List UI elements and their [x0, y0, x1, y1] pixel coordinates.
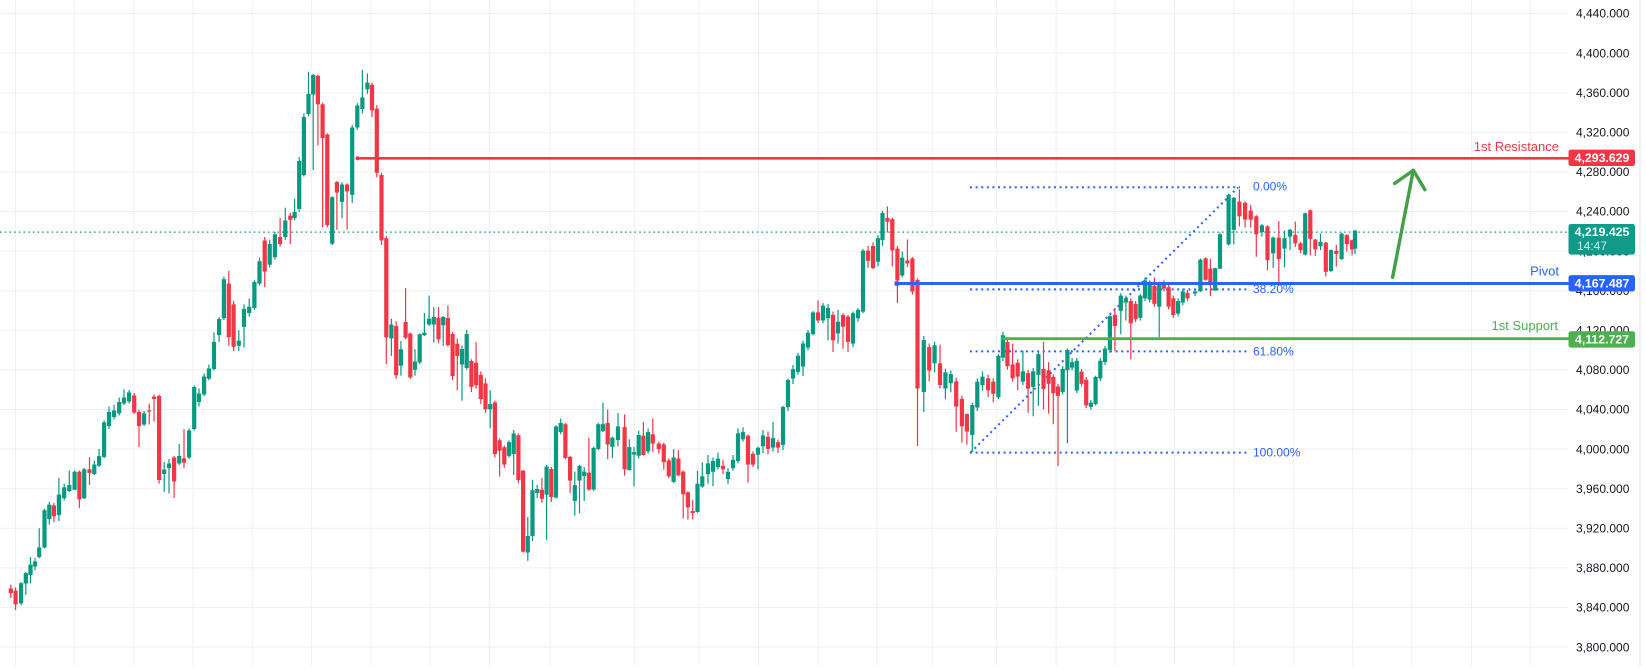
- svg-text:4,000.000: 4,000.000: [1576, 442, 1630, 456]
- svg-text:3,800.000: 3,800.000: [1576, 640, 1630, 654]
- svg-text:4,320.000: 4,320.000: [1576, 126, 1630, 140]
- svg-text:4,440.000: 4,440.000: [1576, 7, 1630, 21]
- svg-text:4,219.425: 4,219.425: [1575, 225, 1630, 239]
- svg-text:0.00%: 0.00%: [1253, 180, 1287, 194]
- svg-text:4,080.000: 4,080.000: [1576, 363, 1630, 377]
- svg-text:4,240.000: 4,240.000: [1576, 205, 1630, 219]
- svg-text:38.20%: 38.20%: [1253, 282, 1294, 296]
- svg-text:3,960.000: 3,960.000: [1576, 482, 1630, 496]
- svg-text:4,167.487: 4,167.487: [1575, 277, 1630, 291]
- svg-text:4,112.727: 4,112.727: [1575, 333, 1629, 347]
- svg-text:4,280.000: 4,280.000: [1576, 165, 1630, 179]
- svg-text:1st Resistance: 1st Resistance: [1474, 139, 1559, 154]
- svg-text:100.00%: 100.00%: [1253, 446, 1301, 460]
- svg-text:1st Support: 1st Support: [1492, 318, 1559, 333]
- svg-text:4,360.000: 4,360.000: [1576, 86, 1630, 100]
- svg-text:61.80%: 61.80%: [1253, 345, 1294, 359]
- svg-text:4,400.000: 4,400.000: [1576, 46, 1630, 60]
- svg-text:3,840.000: 3,840.000: [1576, 601, 1630, 615]
- svg-text:4,293.629: 4,293.629: [1575, 151, 1630, 165]
- svg-text:4,040.000: 4,040.000: [1576, 403, 1630, 417]
- svg-text:Pivot: Pivot: [1530, 264, 1559, 279]
- svg-text:14:47: 14:47: [1577, 239, 1607, 253]
- svg-text:3,920.000: 3,920.000: [1576, 522, 1630, 536]
- svg-text:3,880.000: 3,880.000: [1576, 561, 1630, 575]
